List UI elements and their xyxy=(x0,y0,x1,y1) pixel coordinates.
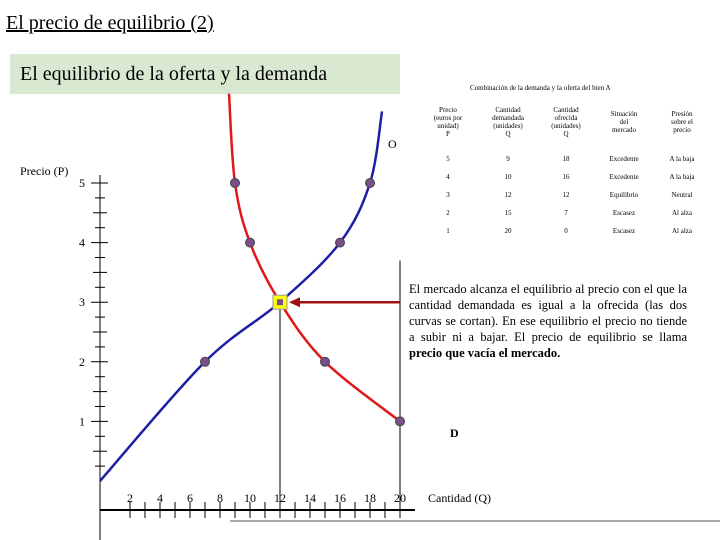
explanation-bold: precio que vacía el mercado. xyxy=(409,346,561,360)
table-cell: Excedente xyxy=(609,155,639,163)
market-table: Precio (euros por unidad) P Cantidad demandad… xyxy=(417,94,711,240)
x-tick-label: 14 xyxy=(304,491,316,505)
table-cell: 12 xyxy=(562,191,570,199)
table-cell: 16 xyxy=(562,173,570,181)
x-tick-label: 2 xyxy=(127,491,133,505)
table-header-line: demandada xyxy=(492,114,524,122)
table-cell: Escasez xyxy=(612,209,636,217)
table-cell: Equilibrio xyxy=(609,191,639,199)
table-cell: 18 xyxy=(562,155,570,163)
table-header-line: (unidades) xyxy=(551,122,581,130)
table-header-cell: Presión sobre el precio xyxy=(653,94,711,150)
table-cell: 20 xyxy=(504,227,512,235)
supply-point xyxy=(365,178,375,188)
table-header-row: Precio (euros por unidad) P Cantidad demandad… xyxy=(417,94,711,150)
table-cell: 10 xyxy=(504,173,512,181)
table-header-line: Q xyxy=(505,130,511,138)
y-tick-label: 2 xyxy=(79,355,85,369)
table-caption: Combinación de la demanda y la oferta de… xyxy=(470,84,611,92)
table-header-line: mercado xyxy=(611,126,637,134)
table-header-line: P xyxy=(446,130,450,138)
page-title: El precio de equilibrio (2) xyxy=(6,12,214,34)
y-tick-label: 1 xyxy=(79,414,85,428)
table-row: 2 15 7 Escasez Al alza xyxy=(417,204,711,222)
demand-point xyxy=(395,416,405,427)
table-cell: Al alza xyxy=(671,227,692,235)
table-header-line: sobre el xyxy=(671,118,693,126)
table-cell: Excedente xyxy=(609,173,639,181)
table-header-line: (euros por xyxy=(433,114,463,122)
table-header-cell: Situación del mercado xyxy=(595,94,653,150)
demand-curve xyxy=(227,93,401,423)
x-tick-label: 6 xyxy=(187,491,193,505)
table-header-line: (unidades) xyxy=(493,122,523,130)
x-tick-label: 10 xyxy=(244,491,256,505)
supply-point xyxy=(200,356,210,367)
table-cell: 0 xyxy=(564,227,568,235)
table-cell: 5 xyxy=(446,155,450,163)
table-cell: 4 xyxy=(446,173,450,181)
table-cell: 12 xyxy=(504,191,512,199)
x-tick-label: 16 xyxy=(334,491,346,505)
table-header-line: Precio xyxy=(439,106,457,114)
table-header-line: ofrecida xyxy=(554,114,578,122)
table-header-line: precio xyxy=(673,126,691,134)
y-tick-label: 5 xyxy=(79,176,85,190)
x-tick-label: 8 xyxy=(217,491,223,505)
explanation-body: El mercado alcanza el equilibrio al prec… xyxy=(409,282,687,344)
y-tick-label: 3 xyxy=(79,295,85,309)
table-cell: 3 xyxy=(446,191,450,199)
table-header-line: unidad) xyxy=(437,122,459,130)
x-axis-label: Cantidad (Q) xyxy=(428,491,491,505)
table-header-line: Cantidad xyxy=(553,106,579,114)
table-header-cell: Cantidad ofrecida (unidades) Q xyxy=(537,94,595,150)
x-tick-label: 18 xyxy=(364,491,376,505)
supply-curve xyxy=(99,111,384,482)
table-body: 5 9 18 Excedente A la baja 4 10 16 Excedente A la… xyxy=(417,150,711,240)
subtitle-box: El equilibrio de la oferta y la demanda xyxy=(10,54,400,94)
table-cell: A la baja xyxy=(669,173,695,181)
arrow-head xyxy=(289,297,300,308)
supply-label: O xyxy=(388,137,397,151)
table-cell: 1 xyxy=(446,227,450,235)
supply-point xyxy=(335,237,345,248)
demand-point xyxy=(230,178,240,188)
explanation-text: El mercado alcanza el equilibrio al prec… xyxy=(409,281,687,361)
table-row: 1 20 0 Escasez Al alza xyxy=(417,222,711,240)
table-cell: 9 xyxy=(506,155,510,163)
table-cell: Al alza xyxy=(671,209,692,217)
table-row: 5 9 18 Excedente A la baja xyxy=(417,150,711,168)
demand-point xyxy=(245,237,255,248)
table-cell: Escasez xyxy=(612,227,636,235)
equilibrium-point-center xyxy=(277,299,283,306)
table-cell: 15 xyxy=(504,209,512,217)
table-header-line: Presión xyxy=(671,110,693,118)
table-cell: 2 xyxy=(446,209,450,217)
x-tick-label: 4 xyxy=(157,491,163,505)
table-header-line: Situación xyxy=(610,110,638,118)
demand-point xyxy=(320,356,330,367)
table-header-cell: Cantidad demandada (unidades) Q xyxy=(479,94,537,150)
table-cell: Neutral xyxy=(671,191,693,199)
table-header-line: del xyxy=(619,118,629,126)
table-header-line: Cantidad xyxy=(495,106,521,114)
table-cell: 7 xyxy=(564,209,568,217)
demand-label: D xyxy=(450,426,459,440)
table-row: 4 10 16 Excedente A la baja xyxy=(417,168,711,186)
subtitle-text: El equilibrio de la oferta y la demanda xyxy=(20,63,328,85)
y-axis-label: Precio (P) xyxy=(20,164,68,178)
table-header-cell: Precio (euros por unidad) P xyxy=(417,94,479,150)
y-tick-label: 4 xyxy=(79,236,85,250)
table-row: 3 12 12 Equilibrio Neutral xyxy=(417,186,711,204)
table-header-line: Q xyxy=(563,130,569,138)
table-cell: A la baja xyxy=(669,155,695,163)
